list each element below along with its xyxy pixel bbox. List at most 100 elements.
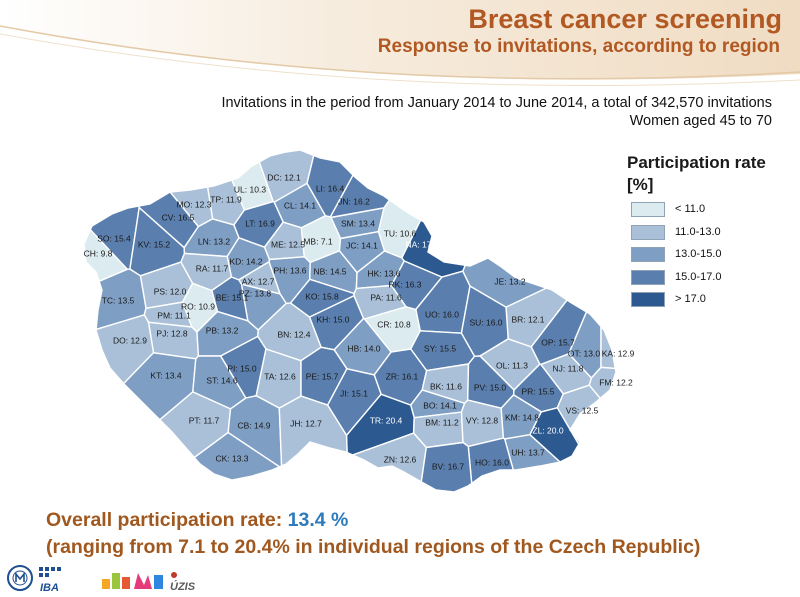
region-label-st: ST: 14.6 bbox=[206, 375, 237, 385]
region-label-uo: UO: 16.0 bbox=[425, 309, 459, 319]
region-label-pe: PE: 15.7 bbox=[306, 371, 339, 381]
region-label-sy: SY: 15.5 bbox=[424, 343, 456, 353]
region-label-fm: FM: 12.2 bbox=[599, 377, 633, 387]
legend-label-3: 13.0-15.0 bbox=[675, 248, 722, 260]
region-label-ck: CK: 13.3 bbox=[215, 453, 248, 463]
region-label-ul: UL: 10.3 bbox=[234, 184, 266, 194]
region-vs bbox=[556, 384, 602, 446]
region-label-jh: JH: 12.7 bbox=[290, 418, 322, 428]
region-label-na: NA: 17.1 bbox=[405, 239, 438, 249]
legend-swatch-2 bbox=[631, 225, 665, 240]
region-label-mo: MO: 12.3 bbox=[177, 199, 212, 209]
region-label-kh: KH: 15.0 bbox=[316, 314, 349, 324]
region-label-pz: PZ: 13.8 bbox=[239, 288, 271, 298]
region-do bbox=[95, 314, 155, 385]
region-label-ko: KO: 15.8 bbox=[305, 291, 339, 301]
legend-label-4: 15.0-17.0 bbox=[675, 271, 722, 283]
region-label-tc: TC: 13.5 bbox=[102, 295, 135, 305]
legend-item-4: 15.0-17.0 bbox=[631, 270, 771, 286]
uzis-logo: ÚZIS bbox=[170, 572, 196, 593]
region-label-pv: PV: 15.0 bbox=[474, 382, 507, 392]
region-label-lt: LT: 16.9 bbox=[245, 218, 275, 228]
legend-title: Participation rate [%] bbox=[627, 152, 797, 196]
region-label-ax: AX: 12.7 bbox=[242, 276, 275, 286]
region-label-kt: KT: 13.4 bbox=[150, 370, 181, 380]
legend-item-3: 13.0-15.0 bbox=[631, 247, 771, 263]
region-label-jn: JN: 16.2 bbox=[338, 196, 370, 206]
legend-title-line1: Participation rate bbox=[627, 153, 766, 172]
legend-title-line2: [%] bbox=[627, 175, 654, 194]
region-label-cv: CV: 16.5 bbox=[162, 212, 195, 222]
legend-swatch-1 bbox=[631, 202, 665, 217]
region-label-nj: NJ: 11.8 bbox=[552, 363, 583, 373]
legend-item-2: 11.0-13.0 bbox=[631, 225, 771, 241]
legend-label-1: < 11.0 bbox=[675, 203, 706, 215]
region-label-ch: CH: 9.8 bbox=[84, 248, 113, 258]
region-label-ln: LN: 13.2 bbox=[198, 236, 230, 246]
overall-rate-prefix: Overall participation rate: bbox=[46, 509, 288, 531]
region-jh bbox=[278, 395, 348, 467]
region-label-bm: BM: 11.2 bbox=[425, 417, 459, 427]
region-label-uh: UH: 13.7 bbox=[511, 447, 545, 457]
region-label-ph: PH: 13.6 bbox=[273, 265, 306, 275]
region-label-so: SO: 15.4 bbox=[97, 233, 131, 243]
region-label-sm: SM: 13.4 bbox=[341, 218, 375, 228]
region-label-vy: VY: 12.8 bbox=[466, 415, 498, 425]
svg-text:ÚZIS: ÚZIS bbox=[170, 580, 196, 593]
colorful-logo bbox=[102, 573, 163, 589]
region-label-jc: JC: 14.1 bbox=[346, 240, 378, 250]
invitation-note: Invitations in the period from January 2… bbox=[221, 95, 772, 111]
region-label-kv: KV: 15.2 bbox=[138, 239, 171, 249]
region-label-ro: RO: 10.9 bbox=[181, 301, 215, 311]
region-label-cr: CR: 10.8 bbox=[377, 319, 411, 329]
region-label-be: BE: 15.1 bbox=[216, 292, 249, 302]
region-label-ot: OT: 13.0 bbox=[568, 348, 600, 358]
region-label-cl: CL: 14.1 bbox=[284, 200, 316, 210]
region-label-ra: RA: 11.7 bbox=[196, 263, 229, 273]
age-note: Women aged 45 to 70 bbox=[629, 113, 772, 129]
region-label-ho: HO: 16.0 bbox=[475, 457, 509, 467]
legend-item-5: > 17.0 bbox=[631, 292, 771, 308]
region-bv bbox=[420, 441, 473, 493]
region-label-pr: PR: 15.5 bbox=[521, 386, 554, 396]
region-label-op: OP: 15.7 bbox=[541, 337, 575, 347]
region-label-zl: ZL: 20.0 bbox=[532, 425, 563, 435]
university-seal-icon bbox=[7, 565, 33, 591]
region-label-nb: NB: 14.5 bbox=[313, 266, 346, 276]
region-ka bbox=[600, 324, 617, 370]
region-label-pt: PT: 11.7 bbox=[189, 415, 220, 425]
svg-text:IBA: IBA bbox=[40, 582, 59, 594]
region-label-hk: HK: 13.6 bbox=[367, 268, 400, 278]
region-label-bv: BV: 16.7 bbox=[432, 461, 465, 471]
region-label-ps: PS: 12.0 bbox=[154, 286, 187, 296]
region-label-cb: CB: 14.9 bbox=[237, 420, 270, 430]
legend-item-1: < 11.0 bbox=[631, 202, 771, 218]
region-label-rk: RK: 16.3 bbox=[388, 279, 421, 289]
region-label-do: DO: 12.9 bbox=[113, 335, 147, 345]
region-label-vs: VS: 12.5 bbox=[566, 405, 599, 415]
region-label-su: SU: 16.0 bbox=[469, 317, 502, 327]
region-label-pm: PM: 11.1 bbox=[157, 310, 191, 320]
region-label-br: BR: 12.1 bbox=[511, 314, 544, 324]
region-label-me: ME: 12.5 bbox=[271, 239, 305, 249]
region-zl bbox=[529, 406, 580, 463]
region-label-mb: MB: 7.1 bbox=[303, 236, 333, 246]
region-label-ol: OL: 11.3 bbox=[496, 360, 528, 370]
region-label-tp: TP: 11.9 bbox=[210, 194, 242, 204]
region-label-ka: KA: 12.9 bbox=[602, 348, 635, 358]
region-label-kd: KD: 14.2 bbox=[229, 256, 262, 266]
legend-label-2: 11.0-13.0 bbox=[675, 226, 721, 238]
iba-logo: IBA bbox=[39, 567, 61, 594]
overall-rate-value: 13.4 % bbox=[287, 509, 349, 531]
region-label-zn: ZN: 12.6 bbox=[384, 454, 417, 464]
range-line: (ranging from 7.1 to 20.4% in individual… bbox=[46, 536, 701, 558]
legend-swatch-3 bbox=[631, 247, 665, 262]
header-band bbox=[0, 0, 800, 87]
region-label-km: KM: 14.8 bbox=[505, 412, 539, 422]
region-label-pb: PB: 13.2 bbox=[206, 325, 239, 335]
region-label-hb: HB: 14.0 bbox=[347, 343, 380, 353]
region-label-pi: PI: 15.0 bbox=[227, 363, 257, 373]
region-label-ji: JI: 15.1 bbox=[340, 388, 368, 398]
legend-label-5: > 17.0 bbox=[675, 293, 706, 305]
